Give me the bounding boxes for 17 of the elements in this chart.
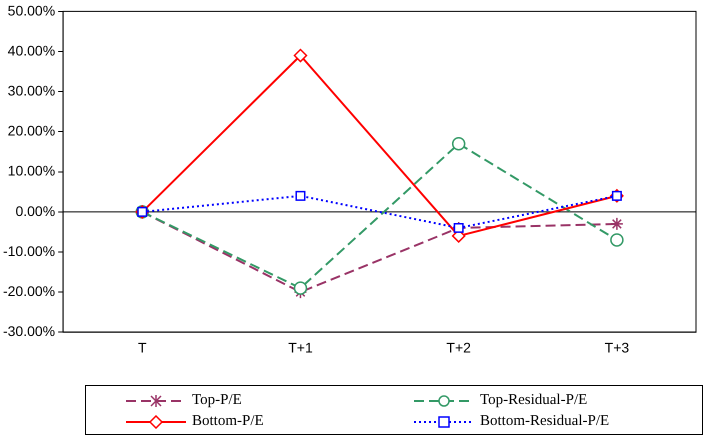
y-tick-label: -10.00% bbox=[2, 242, 56, 259]
legend-label: Bottom-P/E bbox=[192, 413, 264, 430]
y-tick-label: -20.00% bbox=[2, 282, 56, 299]
legend-label: Top-Residual-P/E bbox=[480, 392, 588, 409]
legend-label: Bottom-Residual-P/E bbox=[480, 413, 610, 430]
y-tick-label: 30.00% bbox=[8, 82, 56, 98]
legend-label: Top-P/E bbox=[192, 392, 242, 409]
y-tick-label: -30.00% bbox=[2, 323, 56, 340]
y-tick-label: 40.00% bbox=[8, 42, 56, 58]
y-tick-label: 10.00% bbox=[8, 162, 56, 179]
y-tick-label: 20.00% bbox=[8, 122, 56, 139]
x-tick-label: T bbox=[138, 339, 147, 356]
x-tick-label: T+3 bbox=[604, 339, 630, 356]
y-tick-label: 0.00% bbox=[15, 202, 56, 219]
y-tick-label: 50.00% bbox=[8, 2, 56, 18]
x-tick-label: T+2 bbox=[446, 339, 472, 356]
x-tick-label: T+1 bbox=[288, 339, 313, 356]
